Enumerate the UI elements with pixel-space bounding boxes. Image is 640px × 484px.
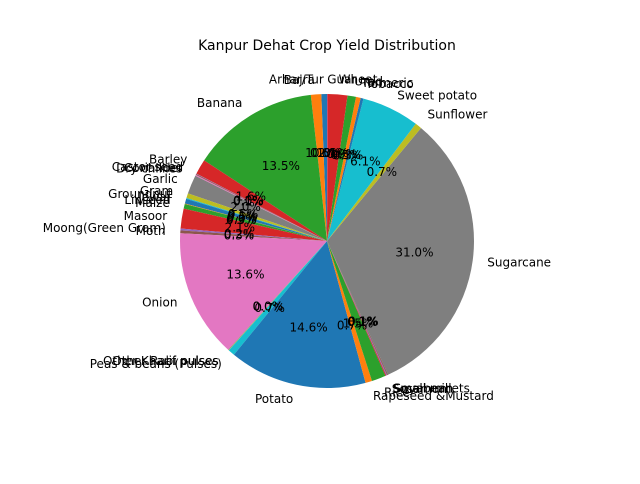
- chart-title: Kanpur Dehat Crop Yield Distribution: [198, 38, 456, 54]
- slice-percent-potato: 14.6%: [290, 320, 328, 334]
- slice-label-moth: Moth: [136, 224, 166, 238]
- slice-percent-banana: 13.5%: [262, 159, 300, 173]
- slice-label-guar: Guar: [327, 72, 356, 86]
- slice-percent-moth: 0.3%: [224, 228, 255, 242]
- slice-label-peas-beans-pulses: Peas & beans (Pulses): [90, 357, 222, 371]
- slice-label-maize: Maize: [135, 196, 170, 210]
- slice-label-potato: Potato: [255, 392, 293, 406]
- slice-label-soyabean: Soyabean: [394, 381, 453, 395]
- slice-percent-guar: 0.0%: [312, 146, 343, 160]
- slice-label-bajra: Bajra: [284, 73, 315, 87]
- slice-percent-soyabean: 0.1%: [348, 314, 379, 328]
- slice-label-onion: Onion: [142, 295, 177, 309]
- slice-label-sunflower: Sunflower: [428, 107, 488, 121]
- slice-percent-peas-beans-pulses: 0.7%: [254, 301, 285, 315]
- slice-label-sugarcane: Sugarcane: [487, 255, 551, 269]
- slice-percent-onion: 13.6%: [226, 268, 264, 282]
- slice-percent-sugarcane: 31.0%: [395, 246, 433, 260]
- slice-label-banana: Banana: [197, 96, 243, 110]
